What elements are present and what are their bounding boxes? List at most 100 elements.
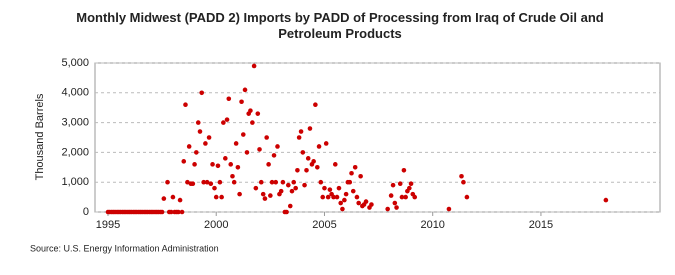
point bbox=[325, 194, 331, 200]
point bbox=[257, 147, 262, 152]
point bbox=[323, 141, 329, 146]
point bbox=[385, 206, 390, 212]
point bbox=[208, 181, 214, 186]
point bbox=[401, 167, 407, 173]
y-tick-label: 1,000 bbox=[61, 176, 89, 188]
plot-area bbox=[94, 62, 661, 213]
point bbox=[412, 194, 418, 200]
point bbox=[199, 90, 205, 96]
point bbox=[293, 185, 298, 191]
point bbox=[332, 162, 338, 167]
x-tick-label: 2000 bbox=[204, 219, 228, 231]
point bbox=[318, 179, 324, 185]
point bbox=[408, 181, 414, 186]
point bbox=[170, 194, 176, 200]
point bbox=[213, 194, 219, 200]
point bbox=[399, 194, 405, 200]
point bbox=[176, 209, 181, 215]
point bbox=[342, 197, 347, 203]
point bbox=[235, 165, 241, 170]
point bbox=[231, 179, 237, 185]
point bbox=[352, 165, 358, 170]
point bbox=[233, 141, 239, 146]
point bbox=[266, 162, 271, 167]
y-tick-label: 4,000 bbox=[61, 87, 89, 99]
point bbox=[239, 99, 244, 105]
y-tick-label: 5,000 bbox=[61, 57, 89, 69]
point bbox=[316, 144, 322, 149]
point bbox=[284, 209, 289, 215]
point bbox=[204, 179, 210, 185]
point bbox=[192, 162, 197, 167]
point bbox=[307, 126, 313, 131]
point bbox=[603, 197, 609, 203]
x-tick-label: 2005 bbox=[312, 219, 336, 231]
point bbox=[168, 209, 174, 215]
point bbox=[291, 179, 297, 185]
point bbox=[302, 182, 307, 188]
point bbox=[331, 194, 336, 200]
point bbox=[226, 96, 232, 102]
point bbox=[228, 162, 234, 167]
point bbox=[215, 163, 221, 169]
point bbox=[237, 191, 242, 197]
point bbox=[161, 196, 167, 201]
point bbox=[210, 162, 215, 167]
point bbox=[275, 144, 280, 149]
x-tick-label: 2010 bbox=[420, 219, 444, 231]
point bbox=[315, 165, 320, 170]
point bbox=[363, 199, 369, 204]
point bbox=[197, 129, 203, 134]
point bbox=[183, 102, 188, 108]
x-tick-label: 2015 bbox=[529, 219, 553, 231]
point bbox=[338, 200, 343, 206]
point bbox=[179, 209, 185, 215]
point bbox=[350, 188, 356, 194]
point bbox=[212, 185, 217, 191]
point bbox=[224, 117, 230, 122]
point bbox=[251, 63, 257, 69]
point bbox=[349, 170, 354, 176]
point bbox=[190, 181, 196, 186]
point bbox=[194, 150, 199, 155]
point bbox=[300, 150, 306, 155]
point bbox=[253, 185, 259, 191]
point bbox=[298, 129, 304, 134]
point bbox=[177, 197, 183, 203]
point bbox=[186, 144, 192, 149]
point bbox=[203, 141, 208, 146]
point bbox=[397, 181, 403, 186]
point bbox=[296, 135, 302, 140]
point bbox=[195, 120, 201, 125]
point bbox=[459, 173, 464, 179]
point bbox=[461, 179, 466, 185]
point bbox=[221, 120, 226, 125]
point bbox=[390, 182, 396, 188]
point bbox=[322, 185, 327, 191]
point bbox=[264, 135, 269, 140]
point bbox=[271, 153, 277, 158]
point bbox=[388, 193, 394, 198]
point bbox=[464, 194, 470, 200]
point bbox=[165, 179, 170, 185]
point bbox=[340, 206, 345, 212]
point bbox=[278, 188, 284, 194]
point bbox=[230, 173, 235, 179]
point bbox=[217, 179, 223, 185]
point bbox=[268, 193, 273, 198]
point bbox=[250, 120, 255, 125]
point bbox=[358, 173, 363, 179]
point bbox=[334, 194, 340, 200]
source-note: Source: U.S. Energy Information Administ… bbox=[30, 243, 219, 253]
point bbox=[258, 179, 264, 185]
point bbox=[356, 200, 361, 206]
point bbox=[181, 159, 187, 164]
point bbox=[260, 191, 266, 197]
point bbox=[255, 111, 261, 116]
point bbox=[287, 203, 293, 209]
point bbox=[295, 167, 300, 173]
point bbox=[223, 156, 228, 161]
x-tick-label: 1995 bbox=[96, 219, 120, 231]
point bbox=[244, 150, 250, 155]
point bbox=[206, 135, 212, 140]
